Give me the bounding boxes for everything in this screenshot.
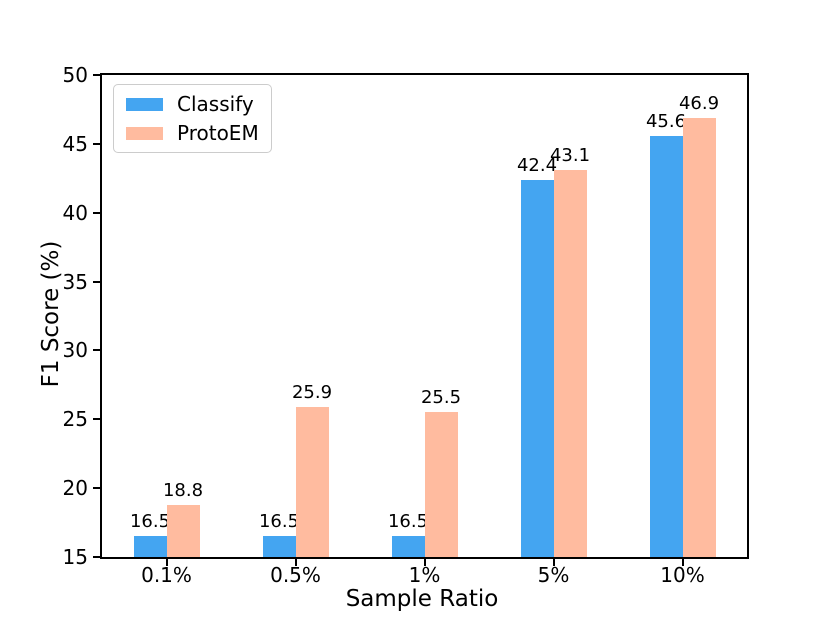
x-tick-label: 0.1% <box>141 563 192 587</box>
bar-value-label: 43.1 <box>549 145 591 167</box>
y-tick-label: 40 <box>62 200 88 225</box>
bar-classify-1% <box>391 536 425 557</box>
legend-item-protoem: ProtoEM <box>126 122 259 144</box>
bar-protoem-5% <box>553 170 587 557</box>
y-tick-label: 45 <box>62 131 88 156</box>
x-tick-label: 10% <box>660 563 705 587</box>
x-tick-mark <box>552 559 555 566</box>
bar-value-label: 25.9 <box>291 381 333 403</box>
x-tick-label: 0.5% <box>270 563 321 587</box>
bar-value-label: 46.9 <box>678 92 720 114</box>
legend: Classify ProtoEM <box>113 84 272 153</box>
x-tick-label: 1% <box>408 563 441 587</box>
bar-protoem-1% <box>424 412 458 557</box>
legend-item-classify: Classify <box>126 93 259 115</box>
y-tick-mark <box>93 142 100 145</box>
bar-protoem-0.1% <box>166 504 200 557</box>
y-tick-label: 25 <box>62 407 88 432</box>
legend-swatch-protoem <box>126 126 163 140</box>
bar-classify-0.1% <box>133 536 167 557</box>
legend-label-classify: Classify <box>177 92 254 116</box>
y-tick-mark <box>93 211 100 214</box>
bar-value-label: 42.4 <box>516 154 558 176</box>
x-tick-mark <box>294 559 297 566</box>
x-axis-title: Sample Ratio <box>345 586 499 612</box>
plot-area: Classify ProtoEM 15 20 25 30 35 40 45 50 0.1% 16.… <box>63 65 749 585</box>
bar-classify-5% <box>520 179 554 557</box>
y-tick-mark <box>93 556 100 558</box>
x-tick-mark <box>423 559 426 566</box>
bar-protoem-10% <box>682 117 716 557</box>
y-tick-label: 15 <box>62 545 88 569</box>
y-axis-title: F1 Score (%) <box>38 240 64 388</box>
bar-protoem-0.5% <box>295 406 329 557</box>
bar-value-label: 18.8 <box>162 479 204 501</box>
y-tick-mark <box>93 74 100 76</box>
x-tick-label: 5% <box>537 563 570 587</box>
bar-value-label: 45.6 <box>645 110 687 132</box>
y-tick-mark <box>93 280 100 283</box>
y-tick-label: 20 <box>62 476 88 501</box>
y-tick-label: 30 <box>62 338 88 363</box>
legend-label-protoem: ProtoEM <box>177 121 259 145</box>
bar-classify-10% <box>649 135 683 557</box>
bar-value-label: 16.5 <box>387 511 429 533</box>
x-tick-mark <box>681 559 684 566</box>
x-tick-mark <box>165 559 168 566</box>
legend-swatch-classify <box>126 97 163 111</box>
y-tick-mark <box>93 418 100 421</box>
y-tick-mark <box>93 487 100 490</box>
bar-classify-0.5% <box>262 536 296 557</box>
y-tick-label: 50 <box>62 63 88 87</box>
y-tick-mark <box>93 349 100 352</box>
bar-value-label: 16.5 <box>129 511 171 533</box>
y-tick-label: 35 <box>62 269 88 294</box>
bar-value-label: 25.5 <box>420 387 462 409</box>
bar-value-label: 16.5 <box>258 511 300 533</box>
